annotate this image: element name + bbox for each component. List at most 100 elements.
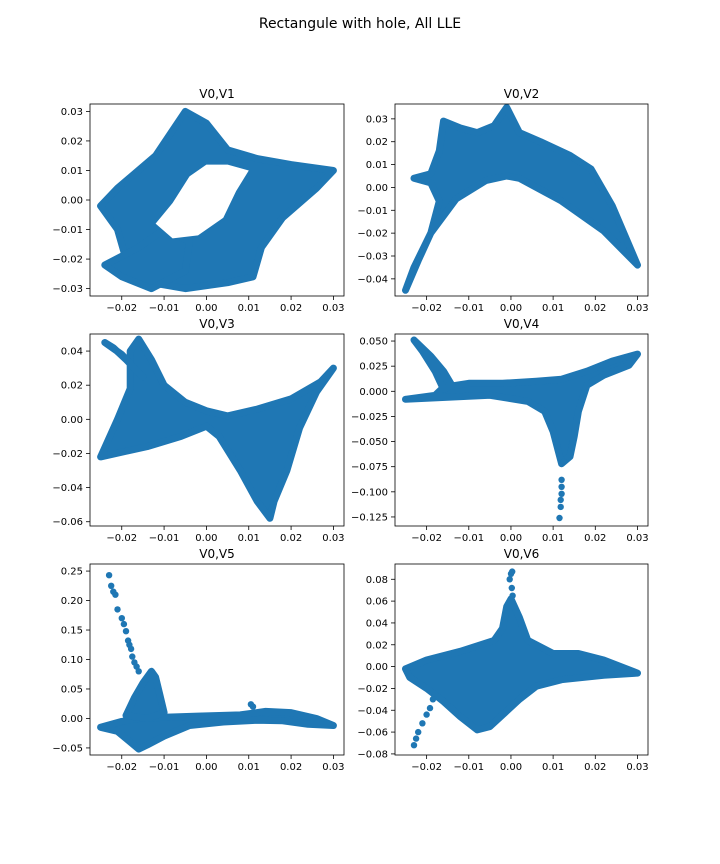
- axes-frame: [394, 563, 649, 756]
- panel-5: V0,V5 −0.02 −0.01 0.00 0.01 0.02 0.03 −0.05 0.00…: [52, 547, 344, 773]
- x-tick-label: 0.01: [238, 762, 260, 773]
- axes-frame: [394, 333, 649, 527]
- x-tick-label: 0.03: [322, 533, 344, 544]
- point-cloud: [97, 335, 337, 522]
- data-point: [108, 582, 115, 589]
- x-tick-label: 0.02: [584, 303, 606, 314]
- y-tick-label: −0.01: [52, 225, 83, 236]
- y-tick-label: −0.06: [357, 728, 388, 739]
- figure-title: Rectangule with hole, All LLE: [259, 16, 461, 32]
- data-point: [127, 645, 135, 653]
- y-tick-label: −0.05: [52, 743, 83, 754]
- y-tick-label: 0.04: [366, 618, 388, 629]
- data-point: [506, 576, 513, 583]
- scatter-series: [402, 568, 641, 749]
- data-point: [112, 591, 119, 598]
- data-point: [114, 606, 121, 613]
- y-tick-label: 0.15: [61, 626, 83, 637]
- data-point: [426, 704, 434, 712]
- panel-2: V0,V2 −0.02 −0.01 0.00 0.01 0.02 0.03 −0.04 −0.0…: [357, 87, 648, 314]
- data-point: [122, 628, 130, 635]
- y-tick-label: −0.04: [52, 483, 83, 494]
- panel-title: V0,V5: [199, 547, 235, 561]
- axes-frame: [394, 103, 649, 297]
- panel-title: V0,V1: [199, 87, 235, 101]
- panel-1: V0,V1 −0.02 −0.01 0.00 0.01 0.02 0.03 −0.03 −0.0…: [52, 87, 344, 314]
- x-tick-label: 0.00: [500, 303, 522, 314]
- y-tick-label: 0.00: [61, 714, 83, 725]
- data-point: [509, 592, 516, 599]
- point-cloud: [101, 339, 147, 381]
- y-tick-label: 0.025: [359, 362, 388, 373]
- y-tick-label: −0.02: [52, 255, 83, 266]
- point-cloud: [410, 336, 456, 393]
- y-tick-label: 0.08: [366, 575, 388, 586]
- data-point: [557, 496, 564, 504]
- y-tick-label: 0.00: [366, 662, 388, 673]
- panel-6: V0,V6 −0.02 −0.01 0.00 0.01 0.02 0.03 −0.08 −0.0…: [357, 547, 648, 773]
- y-tick-label: 0.02: [366, 137, 388, 148]
- x-tick-label: 0.02: [280, 303, 302, 314]
- x-tick-label: −0.02: [411, 762, 442, 773]
- y-tick-label: −0.04: [357, 706, 388, 717]
- y-tick-label: −0.050: [351, 437, 388, 448]
- y-tick-label: 0.00: [61, 415, 83, 426]
- data-point: [558, 476, 565, 483]
- x-tick-label: −0.01: [149, 533, 180, 544]
- x-tick-label: −0.01: [149, 303, 180, 314]
- data-point: [509, 568, 516, 575]
- data-point: [558, 490, 565, 497]
- scatter-series: [402, 336, 641, 522]
- data-point: [508, 584, 515, 592]
- data-point: [423, 711, 430, 718]
- y-tick-label: 0.00: [61, 196, 83, 207]
- x-tick-label: 0.03: [626, 533, 648, 544]
- y-tick-label: 0.03: [366, 114, 388, 125]
- x-tick-label: 0.01: [238, 303, 260, 314]
- x-tick-label: −0.02: [106, 762, 137, 773]
- y-tick-label: 0.25: [61, 567, 83, 578]
- x-tick-label: 0.00: [500, 762, 522, 773]
- point-cloud: [97, 707, 337, 753]
- axes-frame: [89, 333, 345, 527]
- point-cloud: [402, 350, 641, 468]
- x-tick-label: 0.00: [195, 303, 217, 314]
- x-tick-label: −0.02: [106, 303, 137, 314]
- x-tick-label: 0.00: [195, 533, 217, 544]
- data-point: [118, 615, 126, 622]
- x-tick-label: −0.01: [453, 303, 484, 314]
- data-point: [120, 620, 128, 628]
- empty-region: [155, 164, 249, 239]
- data-point: [557, 503, 564, 511]
- point-cloud: [101, 226, 193, 293]
- x-tick-label: 0.03: [322, 303, 344, 314]
- point-cloud: [402, 104, 641, 294]
- point-cloud: [402, 595, 641, 734]
- y-tick-label: 0.04: [61, 347, 83, 358]
- scatter-series: [97, 107, 337, 293]
- y-tick-label: 0.01: [366, 160, 388, 171]
- y-tick-label: −0.100: [351, 487, 388, 498]
- y-tick-label: −0.125: [351, 512, 388, 523]
- y-tick-label: −0.08: [357, 749, 388, 760]
- x-tick-label: −0.02: [106, 533, 137, 544]
- y-tick-label: −0.06: [52, 517, 83, 528]
- data-point: [558, 483, 565, 490]
- y-tick-label: −0.01: [357, 206, 388, 217]
- x-tick-label: −0.02: [411, 303, 442, 314]
- y-tick-label: 0.000: [359, 387, 388, 398]
- x-tick-label: −0.02: [411, 533, 442, 544]
- data-point: [556, 514, 563, 522]
- y-tick-label: 0.02: [61, 136, 83, 147]
- data-point: [105, 572, 113, 579]
- scatter-series: [97, 572, 337, 753]
- y-tick-label: −0.075: [351, 462, 388, 473]
- x-tick-label: 0.01: [238, 533, 260, 544]
- x-tick-label: 0.03: [322, 762, 344, 773]
- x-tick-label: 0.01: [542, 303, 564, 314]
- y-tick-label: 0.10: [61, 655, 83, 666]
- panel-3: V0,V3 −0.02 −0.01 0.00 0.01 0.02 0.03 −0.06 −0.0…: [52, 317, 344, 544]
- data-point: [249, 703, 257, 710]
- panel-title: V0,V4: [504, 317, 540, 331]
